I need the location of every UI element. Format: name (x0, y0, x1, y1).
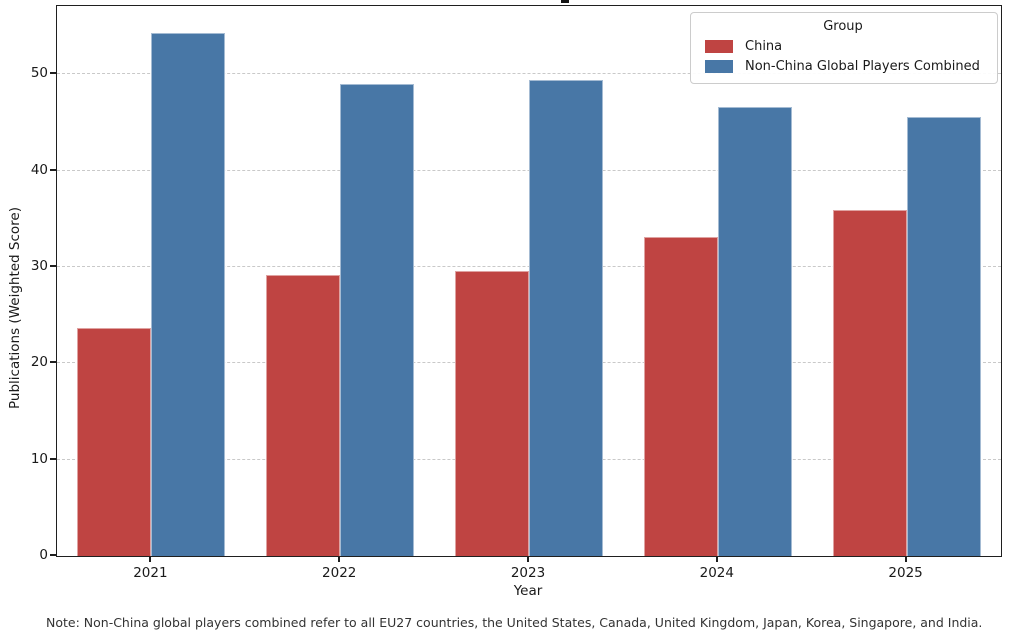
x-tick-label-2024: 2024 (699, 565, 734, 581)
bar-groups (57, 6, 1001, 556)
legend-item-non-china: Non-China Global Players Combined (699, 59, 987, 74)
x-tick-cell-2023: 2023 (434, 557, 623, 581)
legend-swatch-non-china (705, 60, 733, 73)
x-tick-mark-2024 (715, 557, 718, 562)
x-tick-cell-2024: 2024 (622, 557, 811, 581)
clipped-chart-title-fragment (561, 0, 569, 3)
x-axis: 2021 2022 2023 2024 2025 (56, 557, 1000, 581)
legend-title: Group (823, 19, 863, 34)
bar-group-2023 (435, 6, 624, 556)
y-axis-label: Publications (Weighted Score) (7, 207, 23, 409)
bar-non-china-global-players-combined-2023 (528, 80, 603, 556)
legend-label-china: China (745, 39, 783, 54)
x-tick-cell-2025: 2025 (811, 557, 1000, 581)
y-tick-label-0: 0 (39, 547, 48, 563)
bar-group-2022 (246, 6, 435, 556)
y-tick-label-10: 10 (30, 450, 48, 467)
y-tick-label-50: 50 (30, 65, 48, 82)
y-tick-label-20: 20 (30, 354, 48, 371)
footnote: Note: Non-China global players combined … (46, 615, 983, 630)
plot-area (56, 5, 1002, 557)
x-tick-label-2022: 2022 (322, 565, 357, 581)
x-axis-label: Year (513, 583, 543, 599)
x-tick-mark-2022 (338, 557, 341, 562)
y-tick-mark-30 (50, 265, 56, 268)
y-tick-mark-50 (50, 72, 56, 75)
bar-non-china-global-players-combined-2025 (906, 116, 981, 556)
legend: Group China Non-China Global Players Com… (690, 12, 998, 84)
bar-group-2024 (623, 6, 812, 556)
y-tick-mark-10 (50, 457, 56, 460)
y-tick-label-40: 40 (30, 161, 48, 178)
bar-non-china-global-players-combined-2021 (151, 32, 226, 556)
bar-china-2021 (77, 327, 152, 556)
bar-china-2024 (643, 237, 718, 556)
bar-non-china-global-players-combined-2024 (717, 107, 792, 556)
y-tick-mark-40 (50, 168, 56, 171)
x-tick-cell-2022: 2022 (245, 557, 434, 581)
x-tick-mark-2021 (149, 557, 152, 562)
bar-china-2022 (266, 274, 341, 556)
gridline-y-50 (57, 73, 1001, 75)
x-tick-label-2021: 2021 (133, 565, 168, 581)
bar-group-2025 (812, 6, 1001, 556)
bar-group-2021 (57, 6, 246, 556)
legend-swatch-china (705, 40, 733, 53)
y-tick-mark-0 (50, 554, 56, 556)
x-tick-label-2025: 2025 (888, 565, 923, 581)
x-tick-mark-2025 (904, 557, 907, 562)
y-tick-label-30: 30 (30, 258, 48, 275)
x-tick-cell-2021: 2021 (56, 557, 245, 581)
bar-china-2025 (832, 210, 907, 556)
bar-non-china-global-players-combined-2022 (340, 84, 415, 556)
legend-item-china: China (699, 39, 987, 54)
x-tick-mark-2023 (526, 557, 529, 562)
x-tick-label-2023: 2023 (510, 565, 546, 581)
legend-label-non-china: Non-China Global Players Combined (745, 59, 980, 74)
y-tick-mark-20 (50, 361, 56, 364)
bar-china-2023 (454, 270, 529, 556)
